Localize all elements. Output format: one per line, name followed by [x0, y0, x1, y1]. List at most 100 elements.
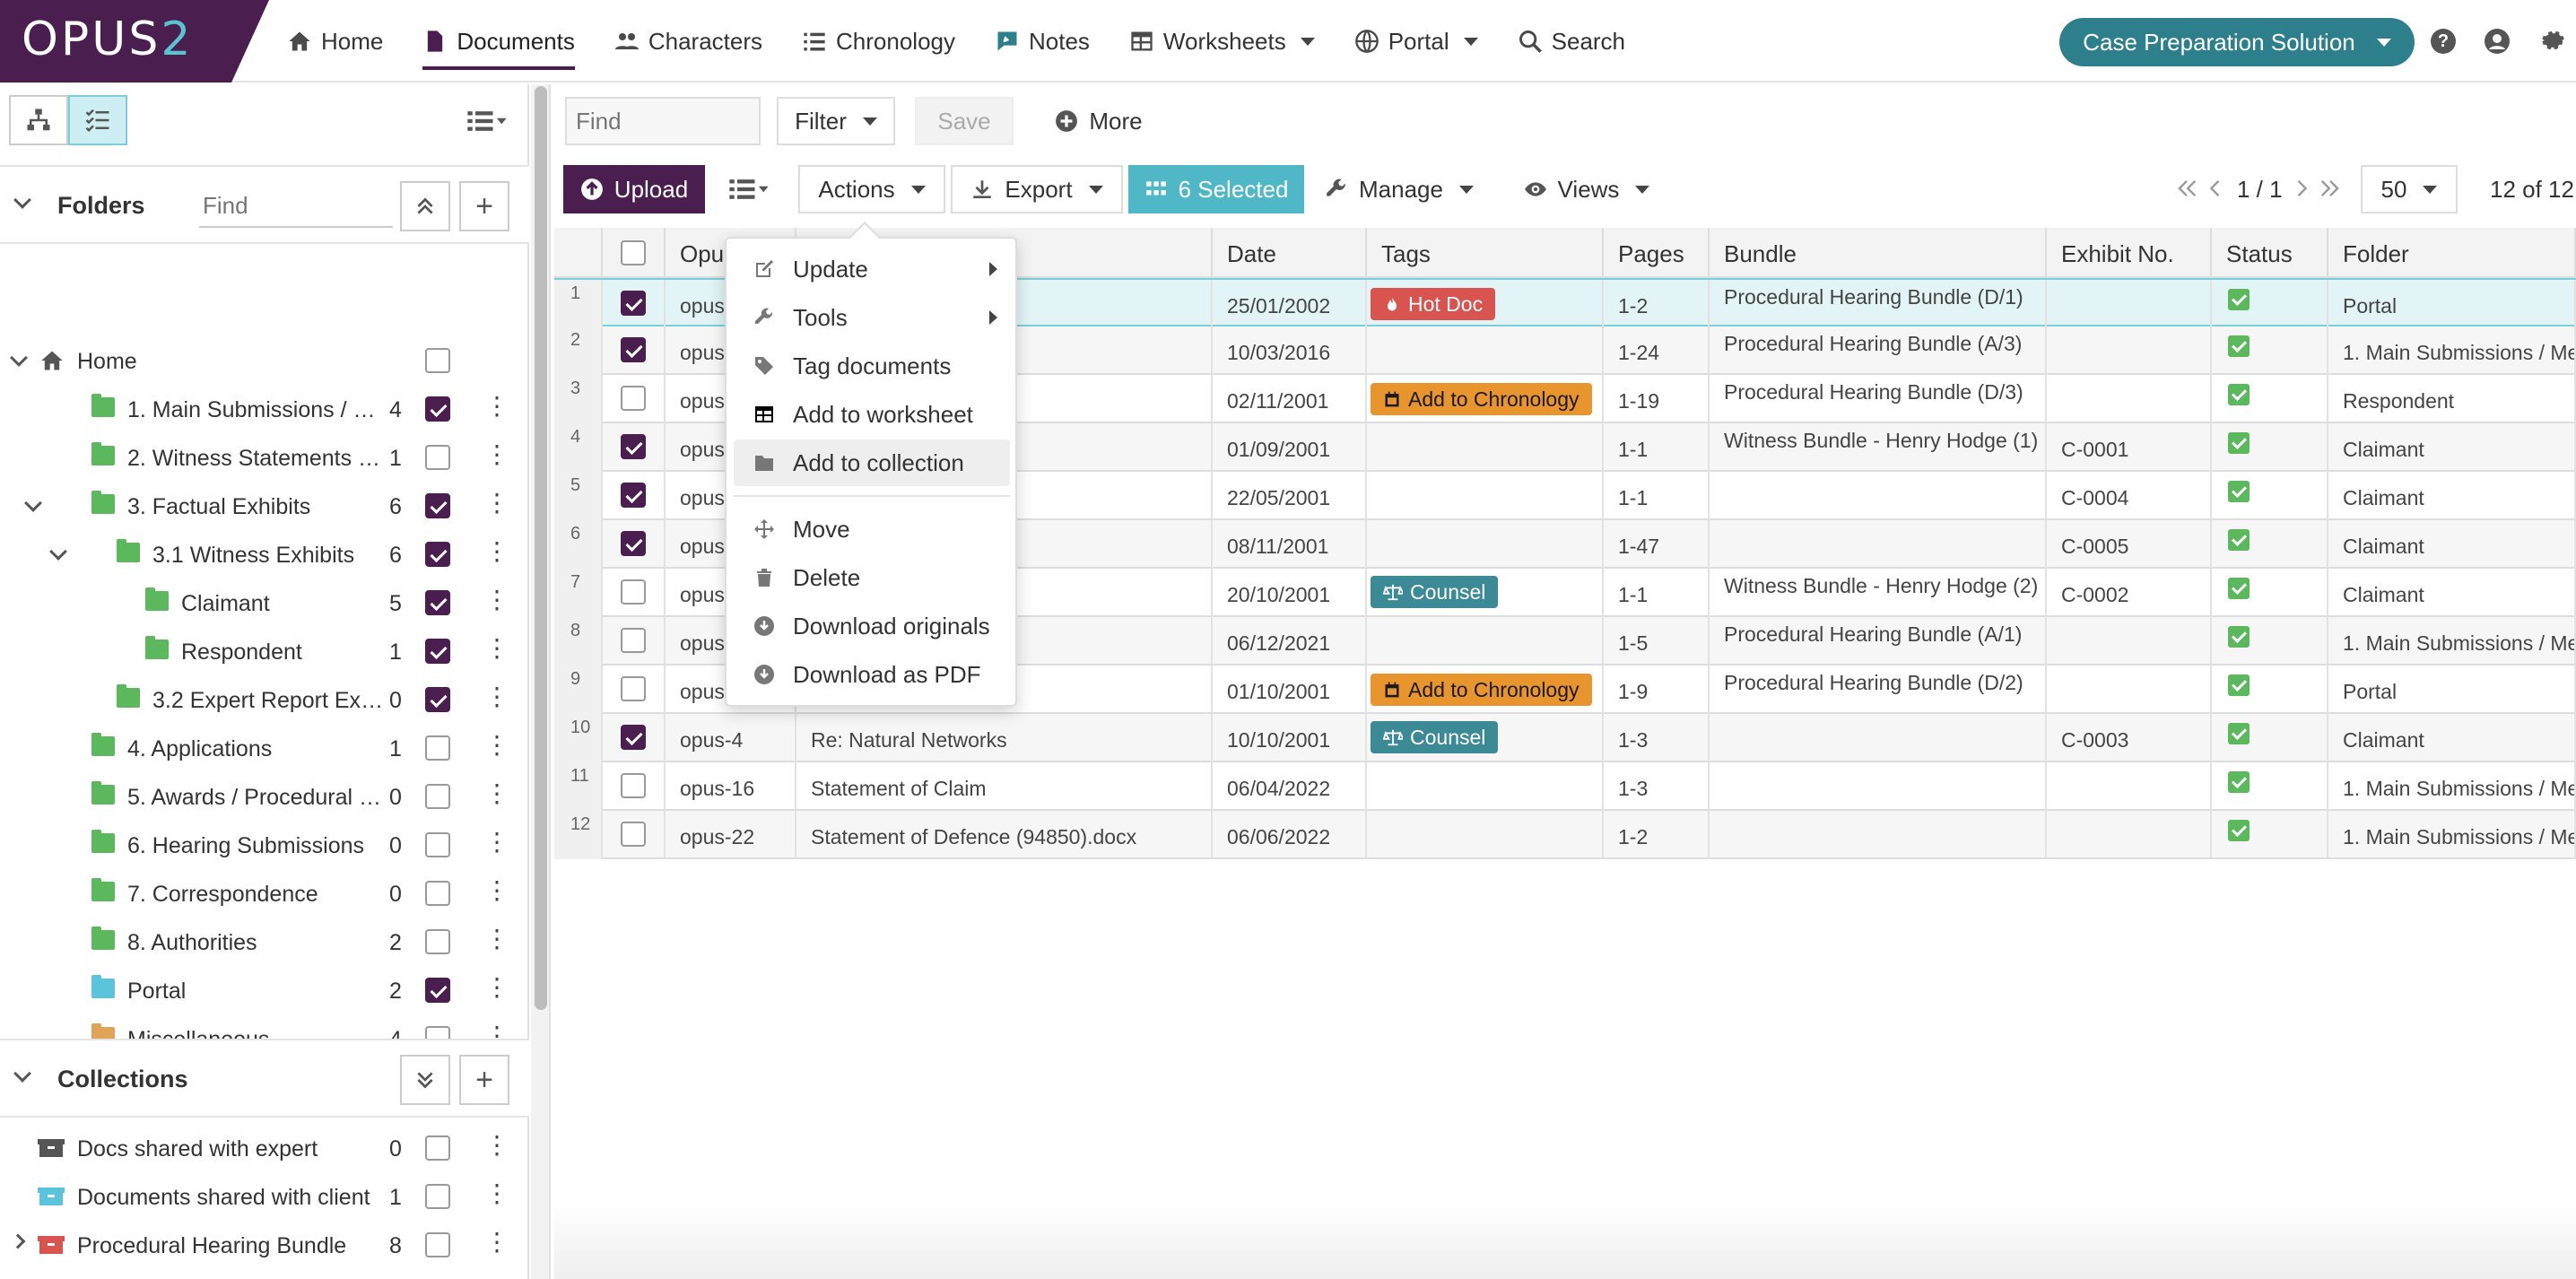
nav-item-worksheets[interactable]: Worksheets: [1129, 0, 1315, 83]
first-page-icon[interactable]: [2174, 176, 2199, 207]
cell-name[interactable]: Re: Natural Networks: [796, 714, 1213, 762]
chevron-down-icon[interactable]: [13, 1065, 31, 1083]
kebab-menu-icon[interactable]: ⋮: [484, 779, 509, 807]
folder-row[interactable]: 3.2 Expert Report Exhi... 0 ⋮: [0, 676, 529, 725]
kebab-menu-icon[interactable]: ⋮: [484, 489, 509, 517]
folder-row[interactable]: 8. Authorities 2 ⋮: [0, 918, 529, 967]
add-collection-button[interactable]: +: [459, 1055, 509, 1105]
folder-checkbox[interactable]: [425, 881, 450, 906]
column-header-bundle[interactable]: Bundle: [1710, 228, 2047, 278]
views-button[interactable]: Views: [1512, 165, 1661, 213]
row-checkbox[interactable]: [621, 386, 646, 411]
tag-badge[interactable]: Add to Chronology: [1371, 383, 1592, 415]
save-button[interactable]: Save: [915, 97, 1014, 145]
cell-name[interactable]: [796, 666, 1213, 714]
cell-name[interactable]: [796, 280, 1213, 328]
kebab-menu-icon[interactable]: ⋮: [484, 731, 509, 759]
prev-page-icon[interactable]: [2203, 176, 2228, 207]
cell-opus[interactable]: opus-16: [666, 762, 796, 811]
menu-item-add-to-worksheet[interactable]: Add to worksheet: [734, 391, 1010, 438]
chevron-right-icon[interactable]: [10, 1233, 26, 1249]
export-button[interactable]: Export: [951, 165, 1123, 213]
kebab-menu-icon[interactable]: ⋮: [484, 440, 509, 468]
nav-item-characters[interactable]: Characters: [614, 0, 762, 83]
more-button[interactable]: More: [1023, 97, 1175, 145]
tag-badge[interactable]: Add to Chronology: [1371, 674, 1592, 706]
actions-button[interactable]: Actions: [798, 165, 945, 213]
collection-checkbox[interactable]: [425, 1184, 450, 1209]
tag-badge[interactable]: Counsel: [1371, 721, 1499, 753]
opus2-logo[interactable]: OPUS2: [0, 0, 269, 83]
row-checkbox[interactable]: [621, 822, 646, 847]
folders-find-input[interactable]: [199, 185, 393, 228]
manage-button[interactable]: Manage: [1317, 165, 1482, 213]
folder-checkbox[interactable]: [425, 396, 450, 422]
select-all-checkbox[interactable]: [621, 240, 646, 265]
column-header-n[interactable]: [554, 228, 603, 278]
collapse-all-button[interactable]: [400, 181, 450, 231]
collection-row[interactable]: Procedural Hearing Bundle 8 ⋮: [0, 1222, 529, 1270]
nav-item-notes[interactable]: Notes: [995, 0, 1090, 83]
kebab-menu-icon[interactable]: ⋮: [484, 1179, 509, 1207]
menu-item-move[interactable]: Move: [734, 506, 1010, 552]
folder-row[interactable]: 5. Awards / Procedural Do... 0 ⋮: [0, 773, 529, 822]
menu-item-add-to-collection[interactable]: Add to collection: [734, 439, 1010, 486]
folder-checkbox[interactable]: [425, 348, 450, 373]
tree-view-button[interactable]: [9, 95, 68, 145]
menu-item-download-as-pdf[interactable]: Download as PDF: [734, 651, 1010, 698]
row-checkbox[interactable]: [621, 579, 646, 605]
kebab-menu-icon[interactable]: ⋮: [484, 876, 509, 904]
add-folder-button[interactable]: +: [459, 181, 509, 231]
nav-item-search[interactable]: Search: [1518, 0, 1625, 83]
column-header-exhibit[interactable]: Exhibit No.: [2047, 228, 2212, 278]
folder-checkbox[interactable]: [425, 445, 450, 470]
sidebar-scrollbar[interactable]: [531, 84, 551, 1279]
last-page-icon[interactable]: [2318, 176, 2343, 207]
kebab-menu-icon[interactable]: ⋮: [484, 828, 509, 856]
folder-row[interactable]: 2. Witness Statements & ... 1 ⋮: [0, 434, 529, 483]
column-header-cb[interactable]: [603, 228, 666, 278]
menu-item-tools[interactable]: Tools: [734, 294, 1010, 341]
table-row[interactable]: 11 opus-16 Statement of Claim 06/04/2022 1-3…: [554, 762, 2576, 811]
folder-row[interactable]: Home: [0, 337, 529, 386]
kebab-menu-icon[interactable]: ⋮: [484, 1228, 509, 1256]
menu-item-update[interactable]: Update: [734, 246, 1010, 292]
tag-badge[interactable]: Counsel: [1371, 576, 1499, 608]
tag-badge[interactable]: Hot Doc: [1371, 288, 1496, 320]
table-row[interactable]: 12 opus-22 Statement of Defence (94850).do…: [554, 811, 2576, 859]
collection-row[interactable]: Docs shared with expert 0 ⋮: [0, 1125, 529, 1173]
folder-checkbox[interactable]: [425, 639, 450, 664]
page-size-select[interactable]: 50: [2361, 165, 2458, 213]
column-header-name[interactable]: [796, 228, 1213, 278]
cell-name[interactable]: Statement of Defence (94850).docx: [796, 811, 1213, 859]
menu-item-download-originals[interactable]: Download originals: [734, 603, 1010, 649]
column-header-date[interactable]: Date: [1213, 228, 1367, 278]
column-header-tag[interactable]: Tags: [1367, 228, 1604, 278]
folder-row[interactable]: Portal 2 ⋮: [0, 967, 529, 1015]
folder-row[interactable]: Respondent 1 ⋮: [0, 628, 529, 676]
row-checkbox[interactable]: [621, 291, 646, 316]
folder-row[interactable]: 1. Main Submissions / Me... 4 ⋮: [0, 386, 529, 434]
kebab-menu-icon[interactable]: ⋮: [484, 634, 509, 662]
folder-checkbox[interactable]: [425, 929, 450, 954]
chevron-down-icon[interactable]: [49, 543, 67, 561]
kebab-menu-icon[interactable]: ⋮: [484, 683, 509, 710]
checklist-view-button[interactable]: [68, 95, 127, 145]
column-header-folder[interactable]: Folder: [2328, 228, 2576, 278]
document-find-input[interactable]: [565, 97, 761, 145]
folder-checkbox[interactable]: [425, 784, 450, 809]
menu-item-delete[interactable]: Delete: [734, 554, 1010, 601]
collection-row[interactable]: Documents shared with client 1 ⋮: [0, 1173, 529, 1222]
menu-item-tag-documents[interactable]: Tag documents: [734, 343, 1010, 389]
kebab-menu-icon[interactable]: ⋮: [484, 1131, 509, 1159]
help-icon[interactable]: ?: [2431, 29, 2456, 54]
folder-row[interactable]: Claimant 5 ⋮: [0, 579, 529, 628]
row-checkbox[interactable]: [621, 531, 646, 556]
expand-all-button[interactable]: [400, 1055, 450, 1105]
column-options-button[interactable]: [718, 165, 780, 213]
folder-checkbox[interactable]: [425, 735, 450, 761]
nav-item-portal[interactable]: Portal: [1354, 0, 1478, 83]
kebab-menu-icon[interactable]: ⋮: [484, 392, 509, 420]
kebab-menu-icon[interactable]: ⋮: [484, 973, 509, 1001]
folder-checkbox[interactable]: [425, 542, 450, 567]
